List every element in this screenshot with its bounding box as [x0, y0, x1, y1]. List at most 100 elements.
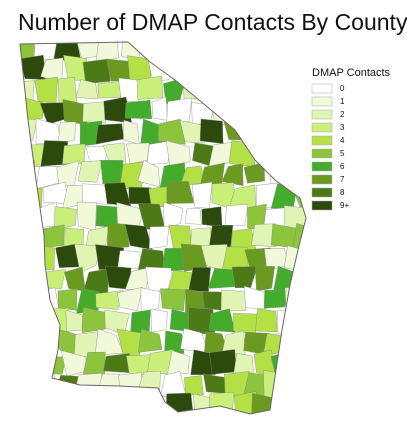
county	[308, 331, 334, 353]
county	[291, 349, 306, 375]
county	[314, 391, 341, 419]
county	[306, 289, 330, 312]
legend-title: DMAP Contacts	[312, 67, 391, 79]
legend-swatch	[311, 200, 333, 211]
county	[163, 201, 184, 229]
county	[307, 35, 332, 56]
county	[208, 56, 237, 81]
legend-swatch	[311, 161, 333, 172]
county	[188, 307, 216, 337]
county	[242, 76, 266, 100]
county	[263, 207, 288, 227]
county	[99, 413, 118, 414]
county	[184, 412, 203, 414]
county	[199, 118, 224, 144]
county	[251, 392, 279, 414]
county	[20, 334, 37, 352]
county	[190, 349, 216, 375]
county	[136, 75, 164, 100]
county	[292, 311, 306, 332]
county	[20, 223, 45, 247]
county	[207, 268, 236, 289]
county	[160, 288, 186, 312]
county	[251, 223, 277, 247]
legend-label: 7	[340, 175, 345, 184]
county	[185, 208, 202, 225]
county	[151, 96, 168, 121]
county	[288, 413, 306, 414]
county	[285, 369, 306, 399]
county	[34, 76, 58, 104]
county	[254, 265, 275, 292]
county	[255, 96, 278, 127]
county	[20, 265, 41, 293]
county	[292, 223, 306, 250]
county	[123, 119, 140, 145]
county	[199, 162, 225, 186]
county	[220, 42, 247, 64]
county	[65, 310, 83, 332]
legend-label: 9+	[340, 201, 349, 210]
county	[233, 313, 259, 335]
county	[272, 138, 298, 166]
county	[20, 307, 48, 334]
map-title: Number of DMAP Contacts By County	[18, 9, 407, 35]
county	[171, 56, 190, 81]
county	[103, 394, 133, 414]
county	[20, 375, 40, 398]
county	[263, 121, 291, 146]
county	[117, 286, 143, 312]
state-outline	[19, 41, 307, 415]
county	[294, 270, 306, 294]
legend: 0 1 2 3 4 5 6 7 8 9+	[311, 83, 349, 211]
county	[230, 57, 255, 80]
county	[157, 118, 186, 145]
county	[97, 80, 123, 99]
county	[184, 375, 204, 396]
county	[189, 56, 215, 82]
county	[220, 289, 249, 312]
county	[319, 224, 339, 250]
county	[242, 121, 269, 143]
county	[263, 289, 292, 309]
legend-label: 0	[340, 84, 345, 93]
county	[166, 350, 190, 376]
county	[179, 120, 205, 144]
county	[20, 159, 35, 189]
county	[313, 314, 342, 335]
county	[20, 202, 38, 230]
legend-label: 6	[340, 162, 345, 171]
legend-swatch	[311, 187, 333, 198]
county	[165, 392, 194, 414]
county	[57, 288, 78, 311]
county	[76, 417, 102, 440]
county	[199, 42, 225, 61]
county	[140, 287, 161, 315]
county	[274, 391, 299, 414]
county	[150, 308, 168, 333]
county	[76, 201, 97, 232]
county	[106, 58, 132, 82]
county	[208, 391, 235, 414]
county	[166, 97, 193, 123]
county	[146, 140, 171, 166]
county	[159, 42, 186, 62]
legend-swatch	[311, 135, 333, 146]
county	[106, 223, 130, 249]
county	[45, 269, 66, 290]
county	[85, 391, 111, 414]
county	[228, 140, 258, 168]
county	[284, 331, 306, 356]
county	[64, 266, 86, 292]
county	[34, 372, 58, 396]
county	[209, 349, 237, 375]
county	[40, 391, 66, 414]
county	[77, 160, 103, 183]
county	[21, 350, 48, 377]
county	[263, 42, 287, 56]
county	[273, 265, 296, 293]
county	[32, 287, 59, 312]
county	[95, 290, 124, 310]
legend-swatch	[311, 148, 333, 159]
county	[95, 123, 125, 145]
